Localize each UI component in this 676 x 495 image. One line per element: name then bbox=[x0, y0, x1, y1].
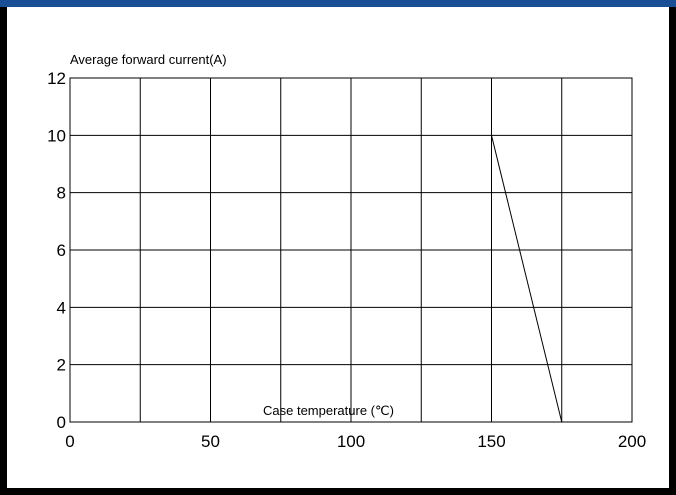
y-tick-label: 12 bbox=[47, 69, 66, 88]
series-line bbox=[491, 135, 563, 423]
plot-border bbox=[69, 77, 633, 423]
x-axis-label: Case temperature (℃) bbox=[263, 403, 394, 418]
y-tick-label: 10 bbox=[47, 126, 66, 145]
x-tick-label: 50 bbox=[201, 432, 220, 451]
x-tick-label: 100 bbox=[337, 432, 365, 451]
y-axis-label: Average forward current(A) bbox=[70, 52, 227, 67]
grid bbox=[70, 78, 632, 422]
y-tick-label: 8 bbox=[57, 184, 66, 203]
x-tick-label: 0 bbox=[65, 432, 74, 451]
x-tick-label: 200 bbox=[618, 432, 646, 451]
y-tick-label: 4 bbox=[57, 298, 66, 317]
y-tick-labels: 0 2 4 6 8 10 12 bbox=[47, 69, 66, 432]
y-tick-label: 2 bbox=[57, 356, 66, 375]
x-tick-labels: 0 50 100 150 200 bbox=[65, 432, 646, 451]
series-layer bbox=[491, 135, 563, 423]
y-tick-label: 0 bbox=[57, 413, 66, 432]
y-tick-label: 6 bbox=[57, 241, 66, 260]
x-tick-label: 150 bbox=[477, 432, 505, 451]
top-band bbox=[0, 0, 676, 7]
